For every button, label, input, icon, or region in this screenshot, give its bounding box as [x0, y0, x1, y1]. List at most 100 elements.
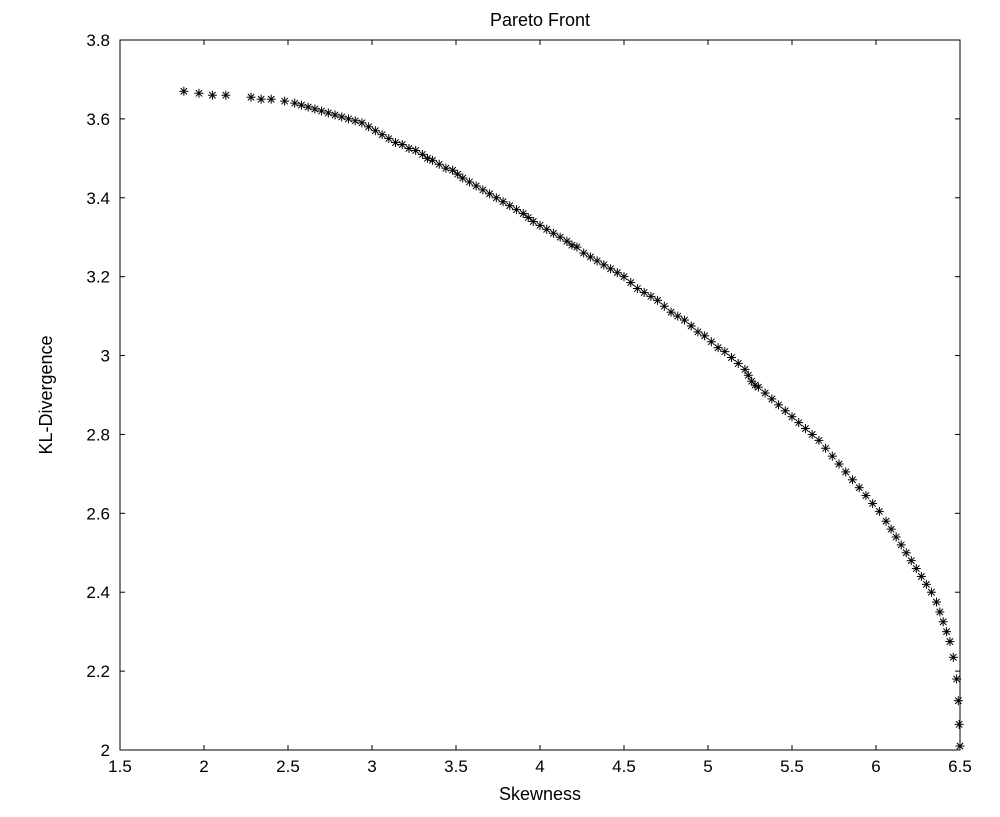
data-point — [549, 229, 558, 238]
data-point — [868, 499, 877, 508]
y-tick-label: 3.2 — [86, 268, 110, 287]
data-point — [384, 134, 393, 143]
data-point — [835, 460, 844, 469]
data-point — [267, 95, 276, 104]
y-tick-label: 2 — [101, 741, 110, 760]
data-point — [317, 107, 326, 116]
data-point — [875, 507, 884, 516]
data-point — [646, 292, 655, 301]
x-tick-label: 2 — [199, 757, 208, 776]
data-point — [247, 93, 256, 102]
data-point — [952, 675, 961, 684]
data-point — [524, 213, 533, 222]
data-point — [727, 353, 736, 362]
data-point — [720, 347, 729, 356]
data-point — [907, 556, 916, 565]
data-point — [653, 296, 662, 305]
data-point — [754, 383, 763, 392]
data-point — [448, 166, 457, 175]
y-tick-label: 3.8 — [86, 31, 110, 50]
y-tick-label: 2.8 — [86, 425, 110, 444]
data-point — [693, 327, 702, 336]
data-point — [626, 278, 635, 287]
x-tick-label: 3.5 — [444, 757, 468, 776]
data-point — [613, 268, 622, 277]
data-point — [848, 475, 857, 484]
data-point — [586, 252, 595, 261]
chart-svg: 1.522.533.544.555.566.522.22.42.62.833.2… — [0, 0, 1000, 817]
data-point — [398, 140, 407, 149]
data-point — [324, 108, 333, 117]
data-point — [841, 467, 850, 476]
data-point — [257, 95, 266, 104]
data-point — [945, 637, 954, 646]
data-point — [364, 122, 373, 131]
data-point — [404, 144, 413, 153]
y-tick-label: 3.6 — [86, 110, 110, 129]
data-point — [667, 308, 676, 317]
data-point — [485, 189, 494, 198]
data-point — [542, 225, 551, 234]
data-point — [897, 540, 906, 549]
data-point — [917, 572, 926, 581]
y-tick-label: 2.6 — [86, 504, 110, 523]
data-point — [280, 97, 289, 106]
data-point — [949, 653, 958, 662]
x-tick-label: 1.5 — [108, 757, 132, 776]
data-point — [882, 517, 891, 526]
data-point — [572, 243, 581, 252]
data-point — [939, 617, 948, 626]
data-point — [499, 197, 508, 206]
data-point — [593, 256, 602, 265]
data-point — [344, 114, 353, 123]
data-point — [411, 146, 420, 155]
data-point — [351, 116, 360, 125]
data-point — [357, 118, 366, 127]
x-axis-label: Skewness — [499, 784, 581, 804]
data-point — [579, 249, 588, 258]
data-point — [505, 201, 514, 210]
data-point — [734, 359, 743, 368]
y-tick-label: 2.2 — [86, 662, 110, 681]
data-point — [418, 150, 427, 159]
data-point — [660, 302, 669, 311]
data-point — [927, 588, 936, 597]
x-tick-label: 4.5 — [612, 757, 636, 776]
data-point — [441, 164, 450, 173]
data-point — [801, 424, 810, 433]
data-point — [221, 91, 230, 100]
data-point — [640, 288, 649, 297]
x-tick-label: 2.5 — [276, 757, 300, 776]
data-point — [781, 406, 790, 415]
data-point — [828, 452, 837, 461]
data-point — [606, 264, 615, 273]
data-point — [935, 607, 944, 616]
data-point — [536, 221, 545, 230]
data-point — [208, 91, 217, 100]
y-tick-label: 3 — [101, 347, 110, 366]
data-point — [902, 548, 911, 557]
data-point — [478, 185, 487, 194]
data-point — [337, 112, 346, 121]
x-tick-label: 6.5 — [948, 757, 972, 776]
data-point — [179, 87, 188, 96]
data-point — [599, 260, 608, 269]
pareto-front-chart: 1.522.533.544.555.566.522.22.42.62.833.2… — [0, 0, 1000, 817]
x-tick-label: 4 — [535, 757, 544, 776]
data-point — [290, 99, 299, 108]
data-point — [297, 101, 306, 110]
data-point — [633, 284, 642, 293]
data-point — [391, 138, 400, 147]
data-point — [821, 444, 830, 453]
data-point — [774, 400, 783, 409]
data-point — [492, 193, 501, 202]
x-tick-label: 6 — [871, 757, 880, 776]
data-point — [955, 720, 964, 729]
data-point — [435, 160, 444, 169]
data-point — [194, 89, 203, 98]
x-tick-label: 3 — [367, 757, 376, 776]
data-point — [954, 696, 963, 705]
data-point — [519, 209, 528, 218]
data-point — [680, 316, 689, 325]
data-point — [687, 321, 696, 330]
